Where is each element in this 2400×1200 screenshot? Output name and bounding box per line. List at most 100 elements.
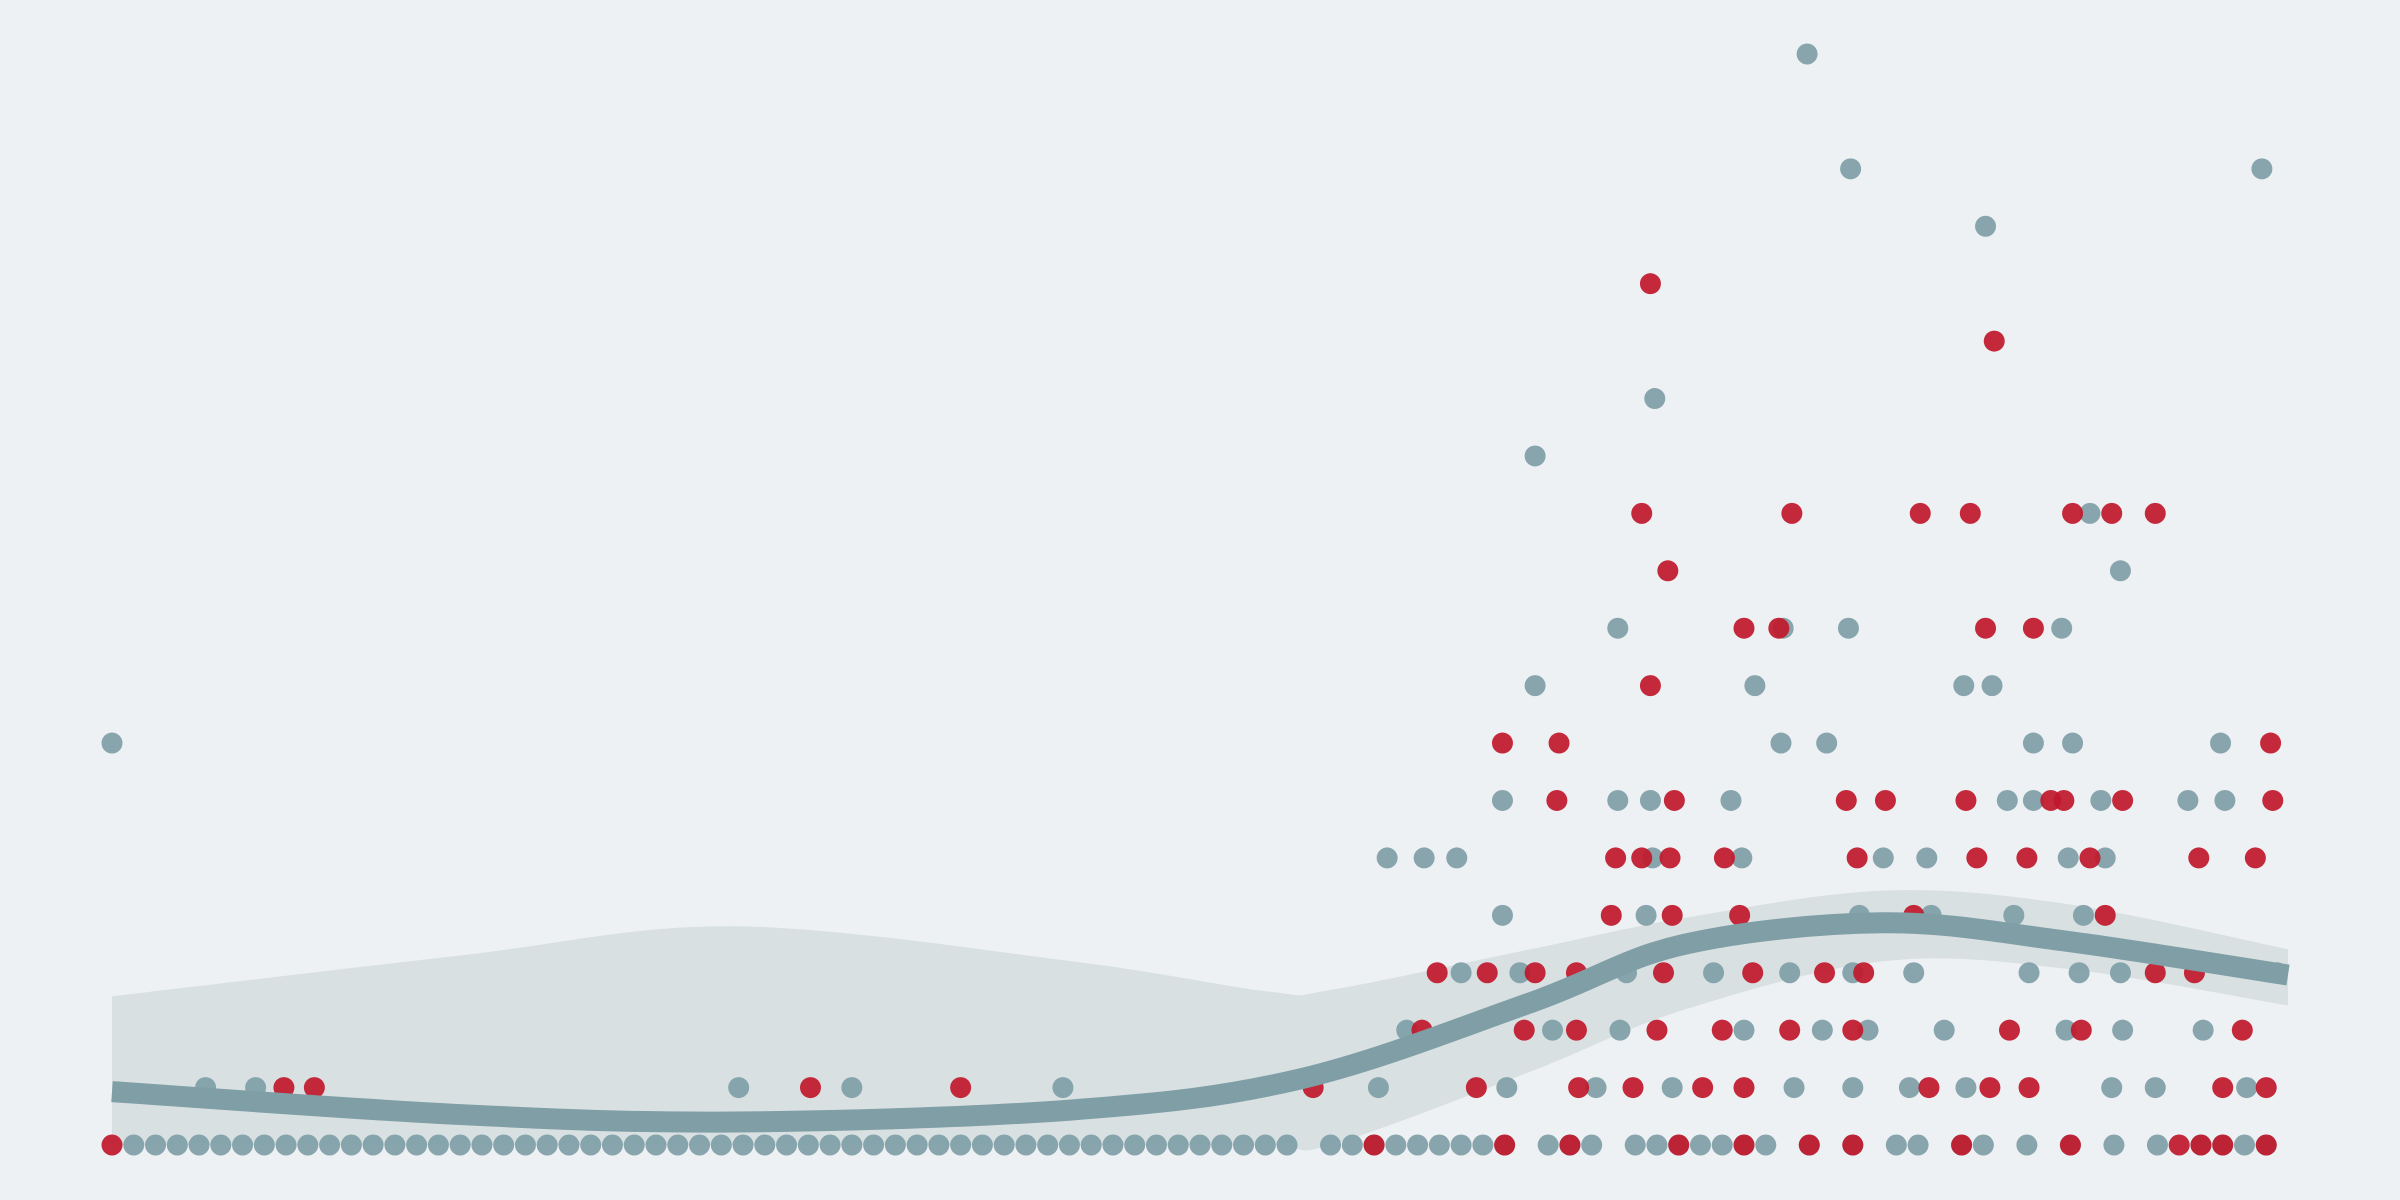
point <box>536 1134 558 1156</box>
point <box>1472 1134 1494 1156</box>
point <box>1513 1019 1535 1041</box>
point <box>2079 502 2101 524</box>
point <box>1652 962 1674 984</box>
point <box>2233 1134 2255 1156</box>
point <box>2146 1134 2168 1156</box>
point <box>1659 847 1681 869</box>
point <box>1233 1134 1255 1156</box>
point <box>1494 1134 1516 1156</box>
point <box>1903 962 1925 984</box>
point <box>1631 502 1653 524</box>
point <box>2062 502 2084 524</box>
point <box>2255 1077 2277 1099</box>
point <box>166 1134 188 1156</box>
point <box>275 1134 297 1156</box>
point <box>2192 1019 2214 1041</box>
point <box>1524 445 1546 467</box>
point <box>1657 560 1679 582</box>
point <box>1639 273 1661 295</box>
point <box>1211 1134 1233 1156</box>
point <box>1955 1077 1977 1099</box>
point <box>1768 617 1790 639</box>
point <box>2262 789 2284 811</box>
point <box>2016 847 2038 869</box>
point <box>1542 1019 1564 1041</box>
point <box>1711 1134 1733 1156</box>
point <box>1537 1134 1559 1156</box>
point <box>1052 1077 1074 1099</box>
point <box>1853 962 1875 984</box>
point <box>1385 1134 1407 1156</box>
point <box>1835 789 1857 811</box>
point <box>2101 502 2123 524</box>
point <box>1703 962 1725 984</box>
point <box>906 1134 928 1156</box>
point <box>1955 789 1977 811</box>
point <box>1496 1077 1518 1099</box>
point <box>1605 847 1627 869</box>
point <box>1058 1134 1080 1156</box>
point <box>1811 1019 1833 1041</box>
point <box>1711 1019 1733 1041</box>
point <box>1783 1077 1805 1099</box>
point <box>1607 617 1629 639</box>
point <box>101 732 123 754</box>
point <box>1426 962 1448 984</box>
point <box>1320 1134 1342 1156</box>
point <box>2003 904 2025 926</box>
point <box>1476 962 1498 984</box>
point <box>493 1134 515 1156</box>
point <box>2051 617 2073 639</box>
point <box>971 1134 993 1156</box>
point <box>1816 732 1838 754</box>
point <box>1951 1134 1973 1156</box>
point <box>1568 1077 1590 1099</box>
point <box>1755 1134 1777 1156</box>
point <box>1644 388 1666 410</box>
point <box>253 1134 275 1156</box>
point <box>601 1134 623 1156</box>
point <box>2053 789 2075 811</box>
point <box>2236 1077 2258 1099</box>
point <box>1837 617 1859 639</box>
point <box>841 1077 863 1099</box>
point <box>1189 1134 1211 1156</box>
point <box>2055 1019 2077 1041</box>
point <box>710 1134 732 1156</box>
point <box>1565 1019 1587 1041</box>
point <box>1874 789 1896 811</box>
point <box>819 1134 841 1156</box>
point <box>689 1134 711 1156</box>
point <box>232 1134 254 1156</box>
point <box>1981 675 2003 697</box>
point <box>1770 732 1792 754</box>
point <box>2177 789 2199 811</box>
point <box>1731 847 1753 869</box>
point <box>1959 502 1981 524</box>
point <box>2062 732 2084 754</box>
point <box>514 1134 536 1156</box>
point <box>732 1134 754 1156</box>
point <box>297 1134 319 1156</box>
point <box>2079 847 2101 869</box>
point <box>2144 962 2166 984</box>
point <box>1524 962 1546 984</box>
point <box>1975 617 1997 639</box>
point <box>2212 1134 2234 1156</box>
point <box>928 1134 950 1156</box>
point <box>1692 1077 1714 1099</box>
point <box>1842 1077 1864 1099</box>
point <box>1491 789 1513 811</box>
point <box>1254 1134 1276 1156</box>
point <box>1524 675 1546 697</box>
point <box>1885 1134 1907 1156</box>
point <box>1972 1134 1994 1156</box>
point <box>1491 904 1513 926</box>
point <box>993 1134 1015 1156</box>
point <box>1998 1019 2020 1041</box>
trend-line <box>111 912 2290 1133</box>
point <box>2057 847 2079 869</box>
point <box>1341 1134 1363 1156</box>
